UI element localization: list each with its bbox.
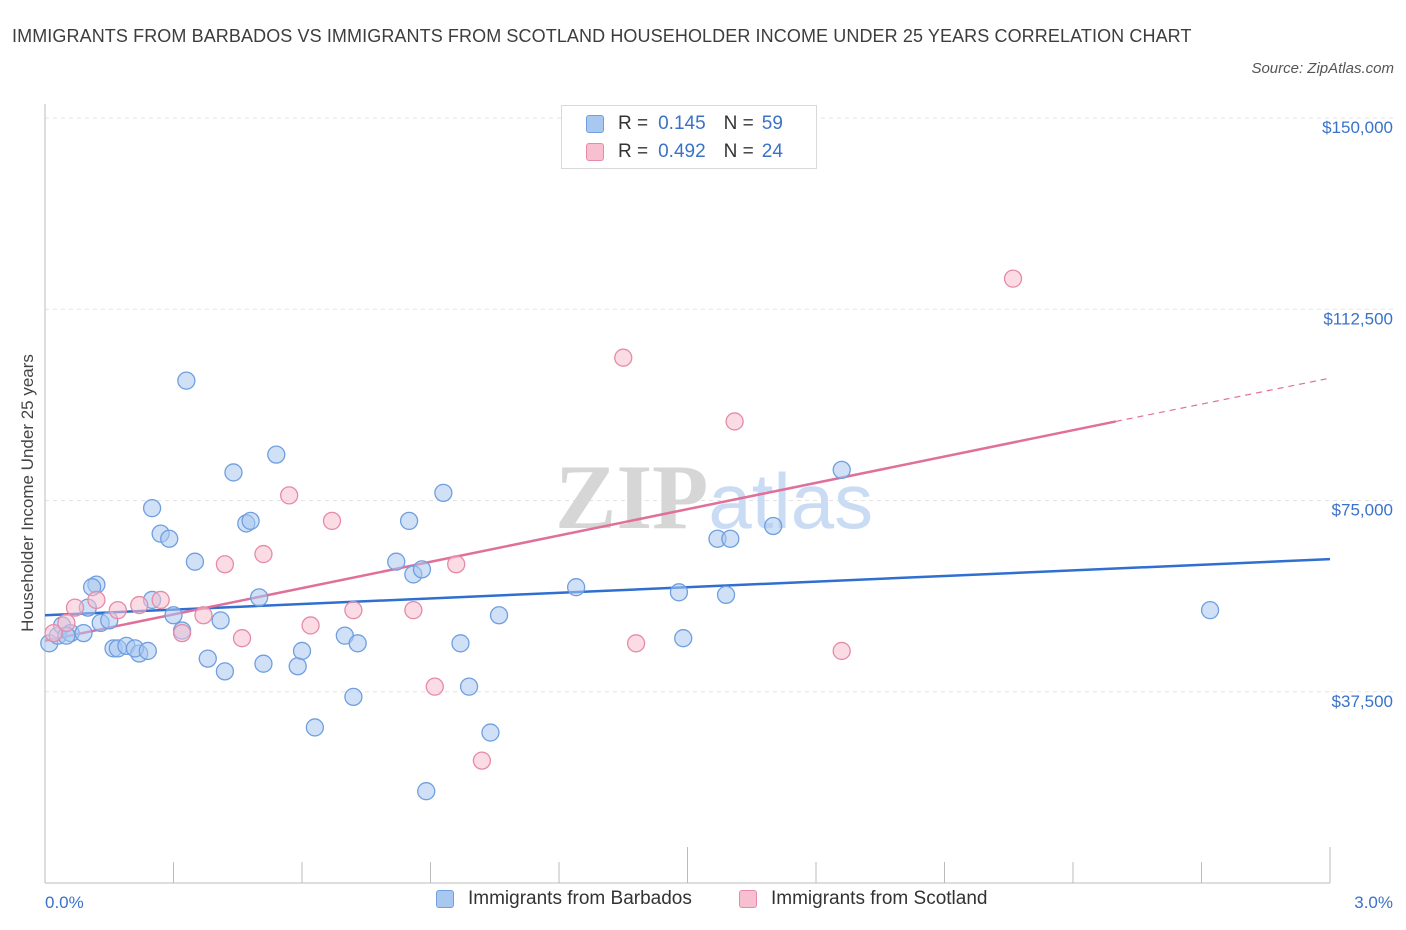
point-0-26 xyxy=(250,588,269,607)
point-0-40 xyxy=(434,483,453,503)
point-1-15 xyxy=(344,601,363,620)
y-tick-label-3: $150,000 xyxy=(1322,118,1393,137)
stats-row-barbados: R = 0.145 N = 59 xyxy=(586,110,783,138)
point-1-21 xyxy=(626,634,646,653)
point-0-58 xyxy=(138,641,157,661)
axes xyxy=(44,104,1331,884)
n-label: N = xyxy=(723,141,754,162)
series-legend: Immigrants from Barbados Immigrants from… xyxy=(0,888,1406,916)
r-value: 0.145 xyxy=(658,113,706,134)
point-1-20 xyxy=(614,348,633,367)
point-1-18 xyxy=(447,555,466,574)
point-0-50 xyxy=(721,529,740,548)
point-0-18 xyxy=(177,371,196,390)
point-1-22 xyxy=(725,412,744,431)
point-0-42 xyxy=(459,677,479,696)
point-0-28 xyxy=(267,445,286,464)
point-1-3 xyxy=(87,590,106,610)
point-0-4 xyxy=(74,623,93,643)
point-0-51 xyxy=(764,516,783,536)
n-value: 59 xyxy=(761,113,783,134)
chart-source: Source: ZipAtlas.com xyxy=(1251,60,1394,77)
legend-label-scotland: Immigrants from Scotland xyxy=(771,888,988,909)
point-1-16 xyxy=(404,601,423,620)
barbados-legend-swatch xyxy=(436,890,454,908)
point-1-6 xyxy=(151,590,170,610)
y-tick-label-0: $37,500 xyxy=(1332,692,1393,711)
point-0-46 xyxy=(669,583,689,602)
y-axis-label: Householder Income Under 25 years xyxy=(18,354,37,632)
trend-line-0 xyxy=(44,557,1331,617)
point-0-45 xyxy=(566,578,586,597)
x-tick-label-0: 0.0% xyxy=(45,893,84,912)
point-1-12 xyxy=(279,486,299,505)
r-label: R = xyxy=(618,113,649,134)
stats-legend: R = 0.145 N = 59 R = 0.492 N = 24 xyxy=(561,105,817,169)
point-0-29 xyxy=(288,657,307,676)
point-0-38 xyxy=(412,560,432,579)
point-0-21 xyxy=(211,611,230,630)
point-1-2 xyxy=(65,598,85,617)
trend-extension-1 xyxy=(1115,377,1331,423)
point-1-11 xyxy=(254,544,273,564)
point-0-53 xyxy=(1200,601,1220,620)
point-0-44 xyxy=(489,606,509,625)
trend-lines xyxy=(44,377,1331,642)
point-1-23 xyxy=(832,641,851,661)
point-0-36 xyxy=(399,511,419,531)
y-tick-label-1: $75,000 xyxy=(1332,501,1393,520)
point-0-49 xyxy=(716,585,736,604)
point-0-31 xyxy=(305,718,325,737)
point-1-13 xyxy=(301,616,320,635)
point-0-16 xyxy=(164,606,183,625)
point-0-33 xyxy=(344,687,363,706)
point-1-24 xyxy=(1003,269,1023,288)
scotland-swatch xyxy=(586,143,604,161)
legend-item-barbados[interactable]: Immigrants from Barbados xyxy=(436,888,692,910)
n-label: N = xyxy=(723,113,754,134)
scotland-legend-swatch xyxy=(739,890,757,908)
point-0-15 xyxy=(160,529,179,548)
point-0-35 xyxy=(387,552,406,571)
point-0-34 xyxy=(348,634,367,653)
point-1-4 xyxy=(108,601,127,620)
point-0-41 xyxy=(451,634,470,653)
point-1-9 xyxy=(215,555,235,574)
data-points xyxy=(40,269,1220,801)
point-1-8 xyxy=(194,606,213,625)
stats-row-scotland: R = 0.492 N = 24 xyxy=(586,138,783,166)
point-0-52 xyxy=(832,460,851,480)
point-0-47 xyxy=(674,629,693,648)
r-value: 0.492 xyxy=(658,141,706,162)
point-0-22 xyxy=(215,662,235,681)
legend-item-scotland[interactable]: Immigrants from Scotland xyxy=(739,888,987,910)
point-0-13 xyxy=(142,498,162,518)
point-1-17 xyxy=(425,677,444,696)
point-1-7 xyxy=(172,623,192,643)
point-0-20 xyxy=(198,649,217,668)
point-1-1 xyxy=(57,613,76,633)
legend-label-barbados: Immigrants from Barbados xyxy=(468,888,692,909)
point-0-39 xyxy=(417,782,436,801)
point-1-19 xyxy=(472,751,492,770)
point-0-27 xyxy=(254,654,273,673)
axis-labels: $37,500 $75,000 $112,500 $150,000 0.0% 3.0% Ho… xyxy=(18,118,1393,912)
point-0-30 xyxy=(292,641,312,661)
point-1-10 xyxy=(232,629,252,648)
n-value: 24 xyxy=(761,141,783,162)
y-tick-label-2: $112,500 xyxy=(1323,309,1393,328)
barbados-swatch xyxy=(586,115,604,133)
point-1-5 xyxy=(130,595,149,615)
point-1-0 xyxy=(44,623,63,643)
trend-line-1 xyxy=(44,420,1117,642)
point-0-23 xyxy=(224,463,243,482)
point-0-25 xyxy=(241,511,260,531)
r-label: R = xyxy=(618,141,649,162)
point-0-43 xyxy=(481,723,500,742)
point-1-14 xyxy=(322,511,342,531)
x-tick-label-1: 3.0% xyxy=(1354,893,1393,912)
point-0-19 xyxy=(185,552,205,571)
chart-title: IMMIGRANTS FROM BARBADOS VS IMMIGRANTS F… xyxy=(12,26,1192,46)
